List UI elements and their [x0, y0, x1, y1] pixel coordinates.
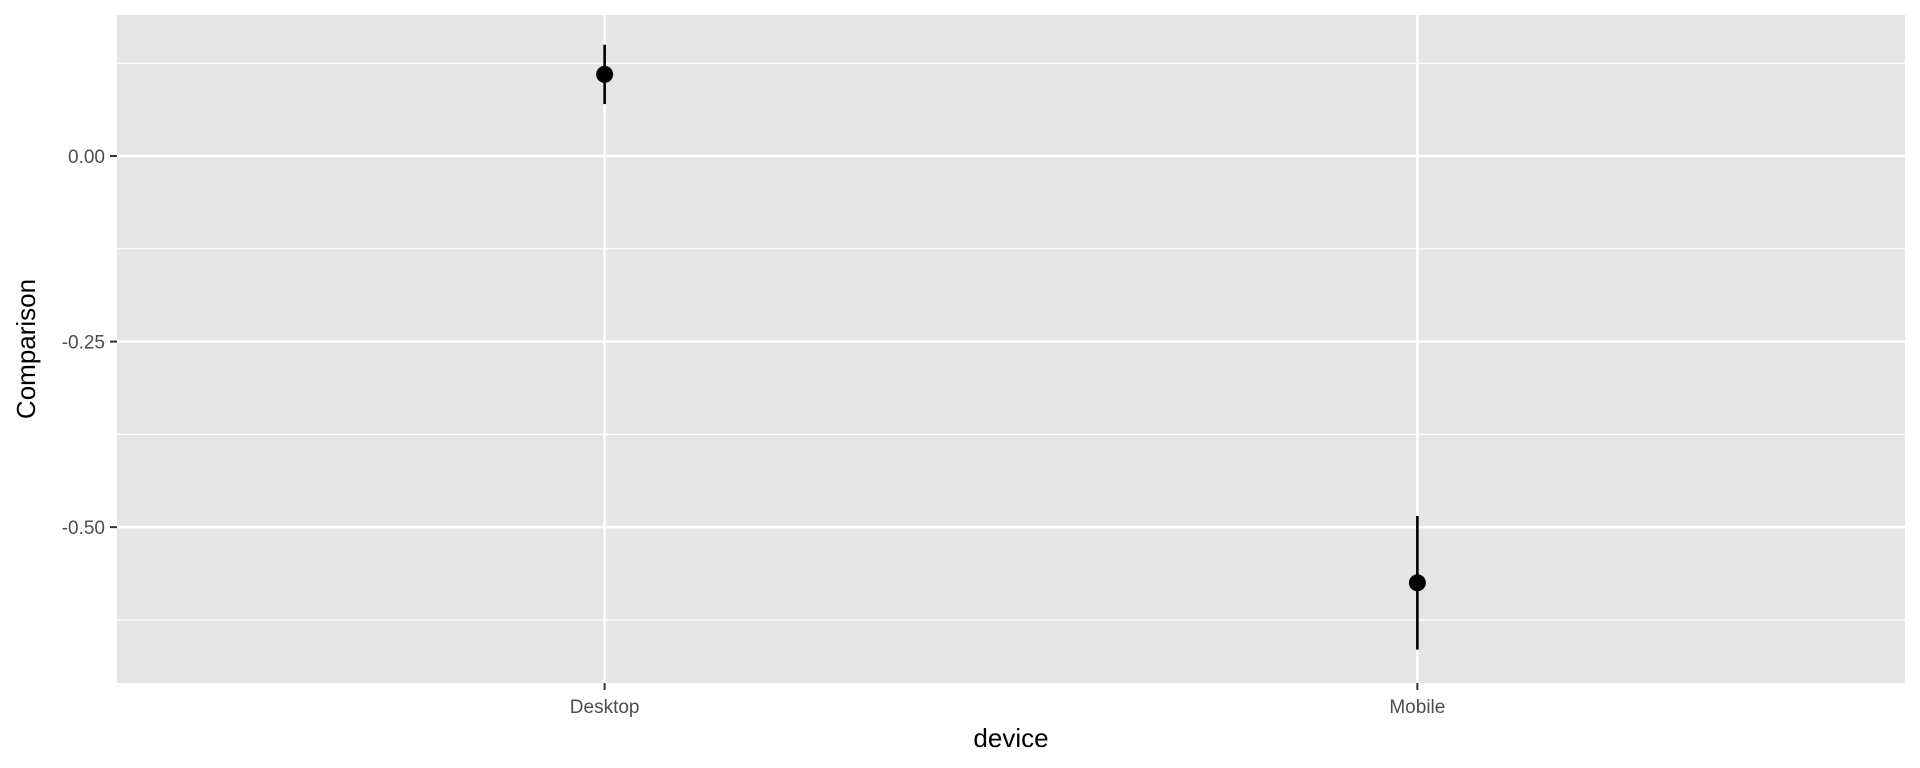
y-axis-title: Comparison	[11, 279, 41, 419]
y-tick-label: 0.00	[68, 147, 105, 168]
plot-panel	[117, 15, 1905, 683]
x-axis-title: device	[973, 723, 1048, 753]
data-point	[1408, 574, 1426, 592]
x-tick-label: Desktop	[570, 697, 640, 718]
y-tick-label: -0.25	[62, 333, 105, 354]
y-axis: 0.00 -0.25 -0.50	[62, 147, 117, 539]
data-point	[596, 65, 614, 83]
x-axis: Desktop Mobile	[570, 683, 1445, 718]
y-tick-label: -0.50	[62, 518, 105, 539]
data-marks	[596, 44, 1426, 650]
x-tick-label: Mobile	[1389, 697, 1445, 718]
minor-gridlines	[117, 62, 1905, 621]
